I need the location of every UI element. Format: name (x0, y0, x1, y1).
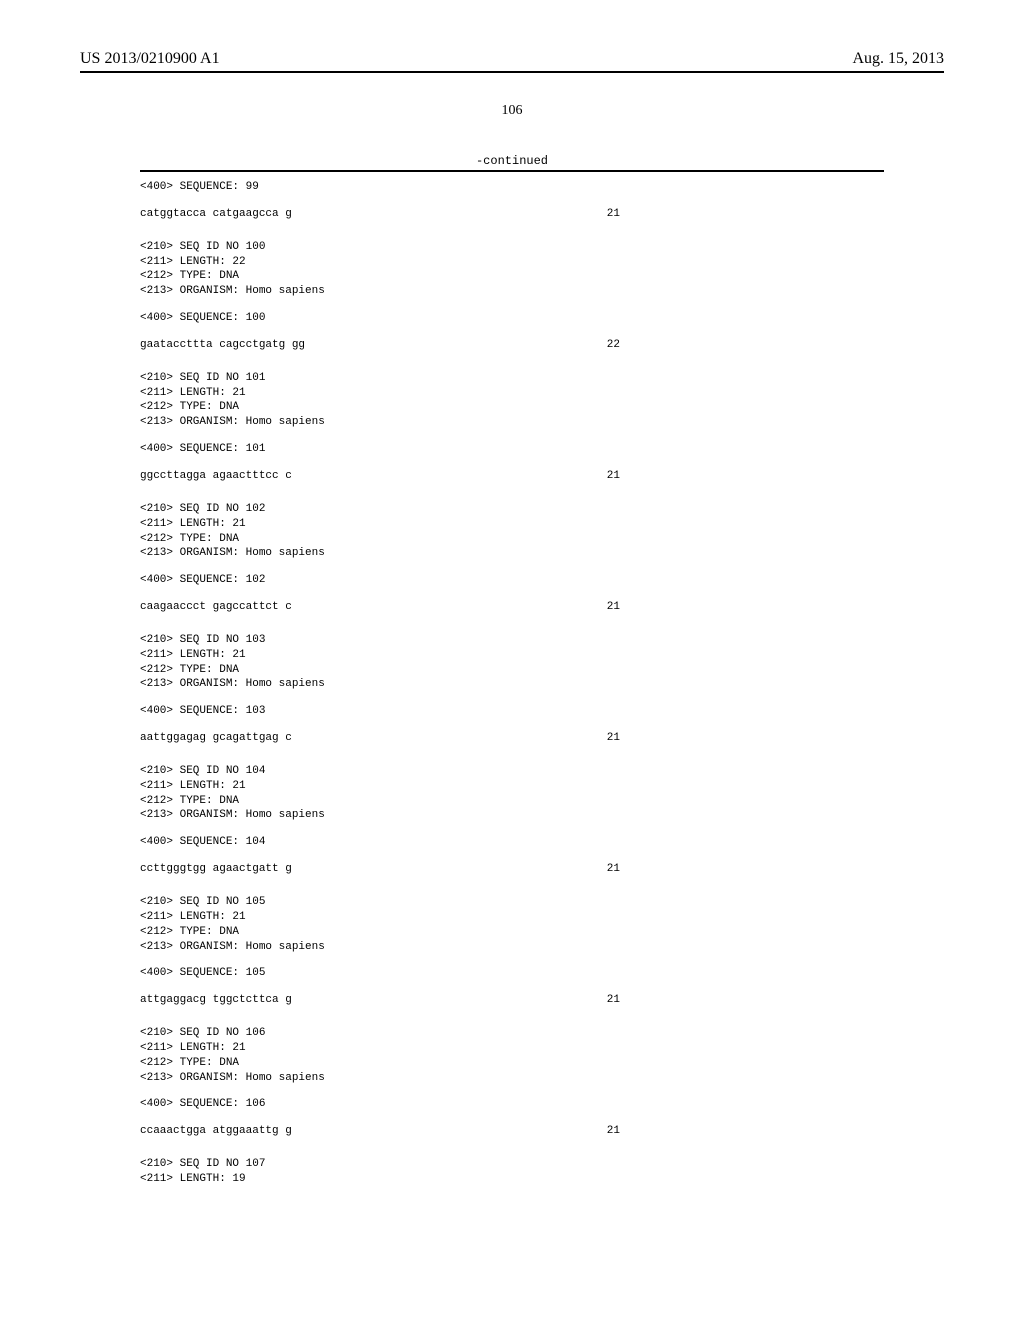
sequence-metadata-line: <210> SEQ ID NO 102 (140, 502, 884, 517)
sequence-text: catggtacca catgaagcca g (140, 207, 292, 222)
sequence-length: 21 (607, 993, 620, 1008)
sequence-metadata-line: <210> SEQ ID NO 106 (140, 1026, 884, 1041)
publication-number: US 2013/0210900 A1 (80, 50, 220, 68)
sequence-text: ccaaactgga atggaaattg g (140, 1124, 292, 1139)
sequence-data-row: caagaaccct gagccattct c 21 (140, 600, 620, 615)
sequence-metadata-line: <210> SEQ ID NO 101 (140, 371, 884, 386)
sequence-text: ccttgggtgg agaactgatt g (140, 862, 292, 877)
sequence-metadata-line: <210> SEQ ID NO 104 (140, 764, 884, 779)
sequence-length: 21 (607, 469, 620, 484)
sequence-metadata-line: <211> LENGTH: 21 (140, 910, 884, 925)
sequence-metadata-line: <212> TYPE: DNA (140, 532, 884, 547)
sequence-reference: <400> SEQUENCE: 101 (140, 442, 884, 457)
sequence-metadata-line: <210> SEQ ID NO 105 (140, 895, 884, 910)
sequence-metadata-line: <212> TYPE: DNA (140, 400, 884, 415)
sequence-listing: <400> SEQUENCE: 99 catggtacca catgaagcca … (140, 180, 884, 1199)
sequence-data-row: aattggagag gcagattgag c 21 (140, 731, 620, 746)
sequence-length: 21 (607, 600, 620, 615)
sequence-metadata-line: <210> SEQ ID NO 100 (140, 240, 884, 255)
sequence-metadata-line: <211> LENGTH: 21 (140, 386, 884, 401)
sequence-block: <210> SEQ ID NO 107<211> LENGTH: 19 (140, 1157, 884, 1199)
sequence-text: ggccttagga agaactttcc c (140, 469, 292, 484)
sequence-reference: <400> SEQUENCE: 105 (140, 966, 884, 981)
sequence-reference: <400> SEQUENCE: 104 (140, 835, 884, 850)
sequence-text: attgaggacg tggctcttca g (140, 993, 292, 1008)
page-header: US 2013/0210900 A1 Aug. 15, 2013 (80, 50, 944, 73)
sequence-metadata-line: <211> LENGTH: 21 (140, 648, 884, 663)
sequence-metadata-line: <213> ORGANISM: Homo sapiens (140, 1071, 884, 1086)
sequence-text: gaataccttta cagcctgatg gg (140, 338, 305, 353)
sequence-block: <210> SEQ ID NO 101<211> LENGTH: 21<212>… (140, 371, 884, 484)
sequence-metadata-line: <213> ORGANISM: Homo sapiens (140, 808, 884, 823)
sequence-metadata-line: <212> TYPE: DNA (140, 925, 884, 940)
sequence-data-row: catggtacca catgaagcca g 21 (140, 207, 620, 222)
continued-section: -continued (140, 154, 884, 172)
sequence-block: <210> SEQ ID NO 103<211> LENGTH: 21<212>… (140, 633, 884, 746)
sequence-block: <210> SEQ ID NO 105<211> LENGTH: 21<212>… (140, 895, 884, 1008)
divider-line (140, 170, 884, 172)
sequence-length: 21 (607, 207, 620, 222)
sequence-metadata-line: <213> ORGANISM: Homo sapiens (140, 940, 884, 955)
sequence-data-row: attgaggacg tggctcttca g 21 (140, 993, 620, 1008)
sequence-data-row: ccaaactgga atggaaattg g 21 (140, 1124, 620, 1139)
sequence-block: <210> SEQ ID NO 100<211> LENGTH: 22<212>… (140, 240, 884, 353)
sequence-metadata-line: <211> LENGTH: 21 (140, 517, 884, 532)
sequence-metadata-line: <212> TYPE: DNA (140, 1056, 884, 1071)
sequence-text: aattggagag gcagattgag c (140, 731, 292, 746)
sequence-metadata-line: <213> ORGANISM: Homo sapiens (140, 415, 884, 430)
sequence-metadata-line: <212> TYPE: DNA (140, 663, 884, 678)
publication-date: Aug. 15, 2013 (852, 50, 944, 68)
sequence-data-row: ccttgggtgg agaactgatt g 21 (140, 862, 620, 877)
sequence-metadata-line: <212> TYPE: DNA (140, 794, 884, 809)
sequence-metadata-line: <211> LENGTH: 19 (140, 1172, 884, 1187)
sequence-reference: <400> SEQUENCE: 103 (140, 704, 884, 719)
sequence-reference: <400> SEQUENCE: 100 (140, 311, 884, 326)
sequence-block: <210> SEQ ID NO 104<211> LENGTH: 21<212>… (140, 764, 884, 877)
sequence-length: 21 (607, 1124, 620, 1139)
sequence-length: 22 (607, 338, 620, 353)
sequence-metadata-line: <213> ORGANISM: Homo sapiens (140, 546, 884, 561)
sequence-reference: <400> SEQUENCE: 106 (140, 1097, 884, 1112)
sequence-block: <400> SEQUENCE: 99 catggtacca catgaagcca … (140, 180, 884, 222)
sequence-length: 21 (607, 731, 620, 746)
sequence-metadata-line: <213> ORGANISM: Homo sapiens (140, 677, 884, 692)
sequence-text: caagaaccct gagccattct c (140, 600, 292, 615)
sequence-metadata-line: <210> SEQ ID NO 107 (140, 1157, 884, 1172)
sequence-length: 21 (607, 862, 620, 877)
sequence-reference: <400> SEQUENCE: 99 (140, 180, 884, 195)
sequence-metadata-line: <210> SEQ ID NO 103 (140, 633, 884, 648)
page-container: US 2013/0210900 A1 Aug. 15, 2013 106 -co… (0, 0, 1024, 1320)
sequence-metadata-line: <211> LENGTH: 22 (140, 255, 884, 270)
sequence-metadata-line: <212> TYPE: DNA (140, 269, 884, 284)
sequence-metadata-line: <211> LENGTH: 21 (140, 779, 884, 794)
page-number: 106 (80, 103, 944, 119)
sequence-metadata-line: <211> LENGTH: 21 (140, 1041, 884, 1056)
sequence-data-row: ggccttagga agaactttcc c 21 (140, 469, 620, 484)
sequence-reference: <400> SEQUENCE: 102 (140, 573, 884, 588)
sequence-metadata-line: <213> ORGANISM: Homo sapiens (140, 284, 884, 299)
sequence-block: <210> SEQ ID NO 102<211> LENGTH: 21<212>… (140, 502, 884, 615)
sequence-data-row: gaataccttta cagcctgatg gg 22 (140, 338, 620, 353)
sequence-block: <210> SEQ ID NO 106<211> LENGTH: 21<212>… (140, 1026, 884, 1139)
continued-label: -continued (140, 154, 884, 168)
